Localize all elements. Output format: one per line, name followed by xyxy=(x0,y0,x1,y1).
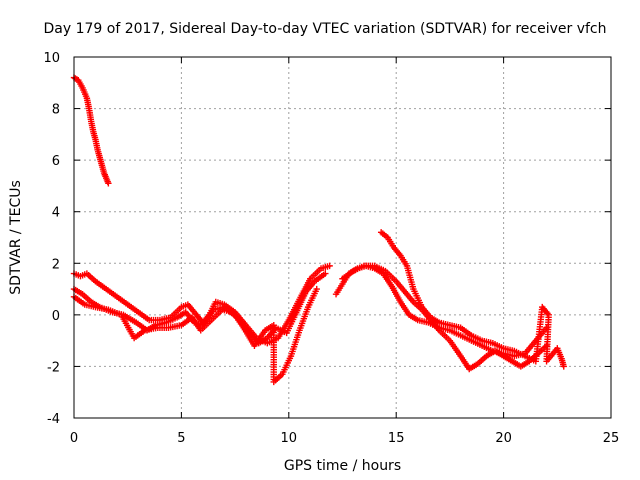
plot-frame xyxy=(73,56,612,419)
y-tick-label: 4 xyxy=(52,206,60,221)
y-tick-label: 2 xyxy=(52,257,60,272)
series-track-1 xyxy=(70,74,112,187)
series-track-3 xyxy=(70,270,329,347)
y-axis-label: SDTVAR / TECUs xyxy=(8,180,24,295)
series-track-2 xyxy=(70,262,333,347)
y-tick-label: 0 xyxy=(52,309,60,324)
series-track-5 xyxy=(332,262,550,360)
y-tick-label: 6 xyxy=(52,154,60,169)
x-axis-label: GPS time / hours xyxy=(284,458,401,474)
series-layer xyxy=(70,74,567,386)
y-tick-label: 8 xyxy=(52,103,60,118)
data-point xyxy=(560,363,567,370)
chart-title: Day 179 of 2017, Sidereal Day-to-day VTE… xyxy=(43,21,606,37)
y-tick-label: -2 xyxy=(47,360,60,375)
x-tick-label: 5 xyxy=(177,431,185,446)
y-tick-label: 10 xyxy=(43,51,60,66)
series-track-4 xyxy=(70,285,320,386)
x-tick-label: 15 xyxy=(388,431,405,446)
x-tick-label: 10 xyxy=(281,431,298,446)
series-track-7 xyxy=(377,229,567,370)
x-tick-label: 25 xyxy=(603,431,620,446)
data-point xyxy=(313,285,320,293)
data-point xyxy=(326,262,333,270)
x-tick-label: 0 xyxy=(70,431,78,446)
data-point xyxy=(105,180,112,187)
x-tick-label: 20 xyxy=(495,431,512,446)
y-tick-label: -4 xyxy=(47,412,60,427)
ticks: 0 5 10 15 20 25 -4 -2 0 2 4 6 8 10 xyxy=(43,51,619,446)
data-point xyxy=(322,270,329,277)
grid xyxy=(74,57,611,418)
